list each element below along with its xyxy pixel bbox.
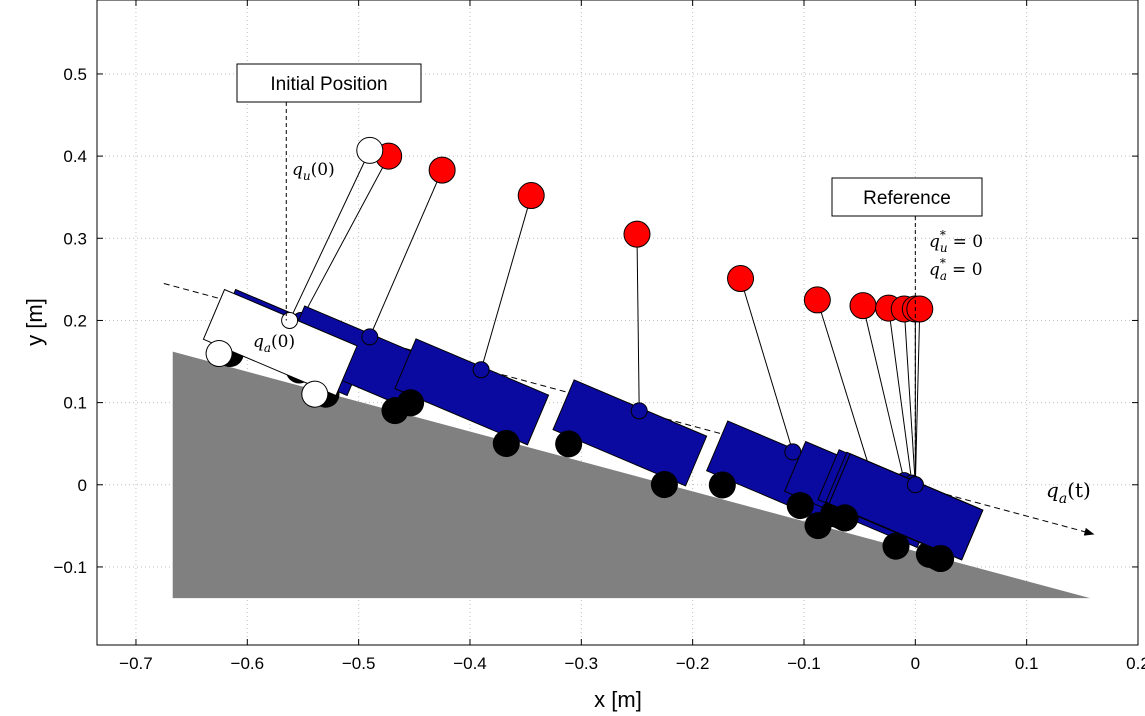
x-tick-label: −0.7 <box>119 654 153 673</box>
snapshot-wheel-left <box>831 504 859 532</box>
initial-position-text: Initial Position <box>270 74 387 95</box>
initial-cart-pendulum <box>202 136 384 408</box>
initial-position-box <box>236 63 422 103</box>
axes-frame <box>96 0 1139 646</box>
qa0-q: q <box>253 332 264 352</box>
qa-t-q: q <box>1046 478 1059 502</box>
x-axis-label: x [m] <box>594 687 642 712</box>
snapshot-wheel-left <box>786 492 814 520</box>
snapshot-pendulum-bob <box>803 286 831 314</box>
initial-wheel-left <box>205 340 233 368</box>
x-tick-label: −0.2 <box>676 654 710 673</box>
x-tick-label: 0.1 <box>1015 654 1039 673</box>
qu-star-q: q <box>929 232 940 252</box>
snapshot-pivot <box>630 402 648 420</box>
snapshot-pendulum-bob <box>849 292 877 320</box>
snapshot-pivot <box>361 328 379 346</box>
x-tick-label: −0.3 <box>565 654 599 673</box>
qu-star-sub: u <box>940 241 948 255</box>
y-tick-label: −0.1 <box>53 558 87 577</box>
snapshot-pendulum-bob <box>428 156 456 184</box>
qa-star-sup: * <box>940 256 946 270</box>
initial-pivot <box>281 311 299 329</box>
initial-position-label: Initial Position <box>236 63 422 103</box>
snapshot-wheel-right <box>650 471 678 499</box>
snapshot-pendulum-bob <box>623 220 651 248</box>
qa-star-q: q <box>929 260 940 280</box>
snapshot-cart <box>552 379 708 499</box>
x-tick-label: 0.2 <box>1126 654 1145 673</box>
snapshot-pendulum-rod <box>636 234 640 411</box>
qu-star-rhs: = 0 <box>953 232 983 252</box>
y-tick-label: 0.2 <box>63 311 87 330</box>
x-tick-label: −0.5 <box>342 654 376 673</box>
snapshot-pendulum-rod <box>816 299 872 473</box>
y-tick-label: 0.1 <box>63 394 87 413</box>
snapshot-pendulum-rod <box>480 195 532 370</box>
snapshot-pendulum-rod <box>740 278 794 453</box>
snapshot-cart <box>394 338 550 457</box>
qa0-sub: a <box>264 341 271 355</box>
y-tick-label: 0.3 <box>63 229 87 248</box>
qa-t-arg: (t) <box>1067 478 1091 502</box>
initial-pendulum-bob <box>356 136 384 164</box>
qa-t-sub: a <box>1059 491 1067 507</box>
qu0-q: q <box>292 160 303 180</box>
snapshot-pendulum-bob <box>906 295 934 323</box>
snapshot-wheel-left <box>555 430 583 458</box>
snapshot-wheel-right <box>492 429 520 457</box>
snapshot-pendulum-rod <box>369 169 443 338</box>
x-tick-label: 0 <box>911 654 920 673</box>
qa-t-label: qa(t) <box>1046 478 1091 507</box>
snapshot-pendulum-rod <box>862 305 905 481</box>
reference-text: Reference <box>863 188 951 209</box>
snapshot-wheel-left <box>708 471 736 499</box>
qa0-arg: (0) <box>271 332 295 352</box>
initial-pendulum-rod <box>289 150 371 321</box>
y-tick-label: 0 <box>78 476 87 495</box>
y-axis-label: y [m] <box>22 298 47 346</box>
snapshot-pendulum-rod <box>300 155 390 321</box>
qa-star-label: q* a = 0 <box>929 256 983 283</box>
reference-label: Reference <box>831 177 983 217</box>
x-tick-label: −0.1 <box>787 654 821 673</box>
qa-star-sub: a <box>940 269 947 283</box>
qa0-label: qa(0) <box>253 332 295 355</box>
snapshot-pendulum-bob <box>517 182 545 210</box>
qa-star-rhs: = 0 <box>952 260 982 280</box>
plot-content <box>163 102 1095 599</box>
qu-star-label: q* u = 0 <box>929 228 983 255</box>
snapshot-pendulum-bob <box>727 265 755 293</box>
axis-ticks: −0.7 −0.6 −0.5 −0.4 −0.3 −0.2 −0.1 0 0.1 0.2 −0.1 0… <box>53 0 1145 673</box>
initial-wheel-right <box>301 380 329 408</box>
y-tick-label: 0.5 <box>63 65 87 84</box>
qu0-label: qu(0) <box>292 160 335 183</box>
y-tick-label: 0.4 <box>63 147 87 166</box>
snapshot-pendulum-rod <box>903 308 916 485</box>
x-tick-label: −0.6 <box>231 654 265 673</box>
snapshot-pendulum-rod <box>914 308 921 485</box>
qu0-arg: (0) <box>311 160 335 180</box>
snapshot-pivot <box>472 361 490 379</box>
qu-star-sup: * <box>940 228 946 242</box>
snapshot-wheel-left <box>397 389 425 417</box>
snapshot-pivot <box>906 476 924 494</box>
x-tick-label: −0.4 <box>453 654 487 673</box>
snapshot-wheel-right <box>927 544 955 572</box>
snapshot-pendulum-rod <box>888 308 913 484</box>
reference-box <box>831 177 983 217</box>
annotation-guides <box>285 102 916 461</box>
qu0-sub: u <box>303 169 311 183</box>
